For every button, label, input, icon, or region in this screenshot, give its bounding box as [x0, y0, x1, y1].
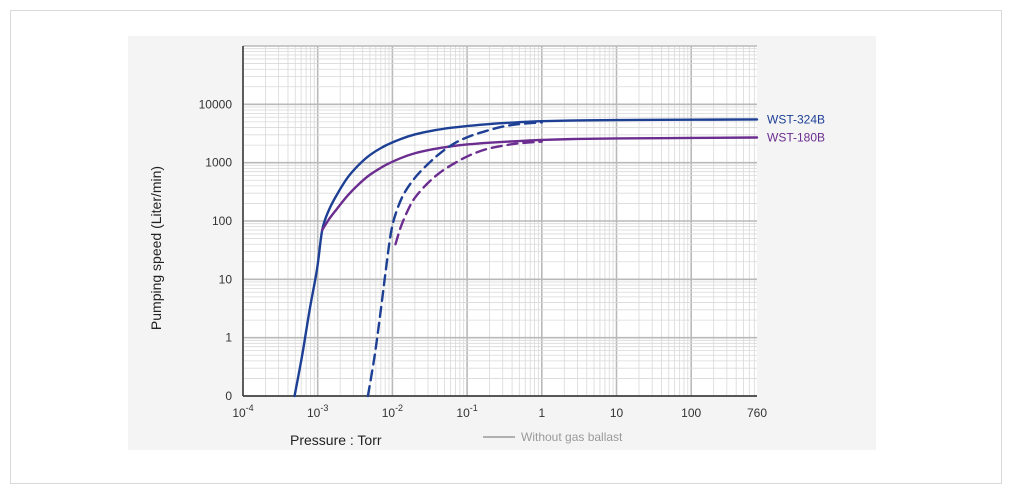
y-tick-label: 0	[225, 389, 232, 403]
series-line-wst-324b	[293, 118, 759, 398]
x-tick-exponent: -3	[320, 403, 328, 413]
series-labels: WST-324B WST-180B	[767, 112, 825, 144]
x-tick-exponent: -4	[246, 403, 254, 413]
x-tick-base: 1	[538, 406, 545, 420]
axes	[242, 46, 757, 397]
x-tick-base: 10	[382, 406, 396, 420]
x-tick-label: 100	[681, 406, 701, 420]
x-tick-label: 10	[610, 406, 624, 420]
y-tick-label: 1000	[205, 156, 232, 170]
x-tick-base: 760	[747, 406, 767, 420]
series-label-wst-324b: WST-324B	[767, 112, 825, 126]
x-tick-exponent: -2	[395, 403, 403, 413]
series-line-dashed-3	[394, 140, 543, 246]
tick-labels: 10-4 10-3 10-2 10-1 1 10 100 760011010010001000…	[199, 97, 768, 420]
series-line-dashed-2	[366, 121, 543, 398]
series-line-wst-180b	[321, 136, 759, 232]
y-tick-label: 1	[225, 331, 232, 345]
y-tick-label: 100	[212, 214, 232, 228]
x-axis-title: Pressure : Torr	[290, 432, 382, 448]
grid	[242, 45, 757, 397]
y-axis-title: Pumping speed (Liter/min)	[148, 166, 164, 330]
x-tick-exponent: -1	[470, 403, 478, 413]
x-tick-label: 10-4	[232, 403, 253, 420]
x-tick-label: 760	[747, 406, 767, 420]
x-tick-base: 10	[307, 406, 321, 420]
x-tick-label: 1	[538, 406, 545, 420]
x-tick-base: 10	[456, 406, 470, 420]
x-tick-label: 10-1	[456, 403, 477, 420]
x-tick-base: 10	[232, 406, 246, 420]
series-label-wst-180b: WST-180B	[767, 131, 825, 145]
x-tick-base: 100	[681, 406, 701, 420]
x-tick-label: 10-3	[307, 403, 328, 420]
legend-label: Without gas ballast	[521, 430, 623, 444]
legend: Without gas ballast	[483, 430, 623, 444]
y-tick-label: 10000	[199, 97, 233, 111]
x-tick-base: 10	[610, 406, 624, 420]
x-tick-label: 10-2	[382, 403, 403, 420]
y-tick-label: 10	[219, 272, 233, 286]
series-lines	[293, 118, 759, 398]
